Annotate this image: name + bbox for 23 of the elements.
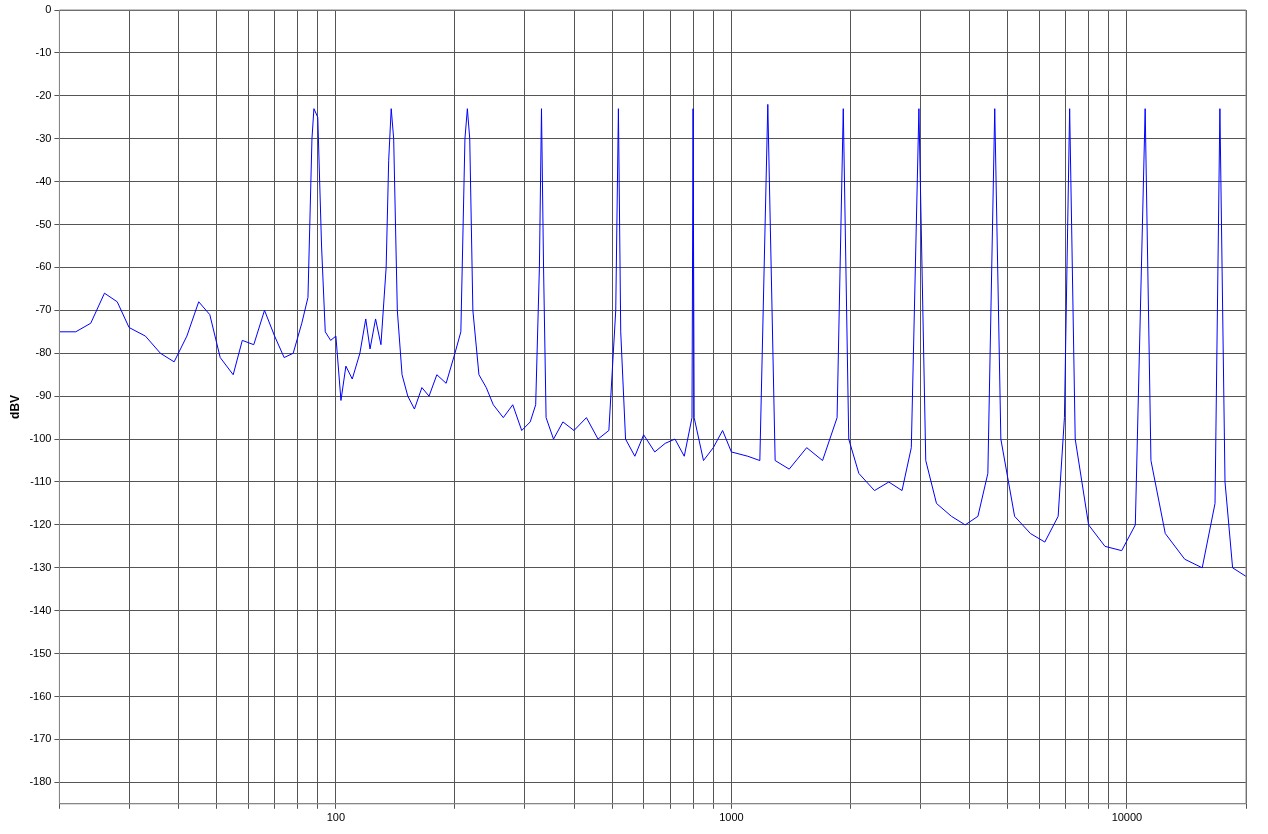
y-tick-label: 0 [45,3,52,16]
y-tick-label: -10 [35,45,52,58]
y-tick-label: -160 [29,689,52,702]
y-tick-label: -100 [29,432,52,445]
y-tick-label: -180 [29,775,52,788]
y-axis-title: dBV [7,394,22,419]
y-tick-label: -60 [35,260,52,273]
y-tick-label: -110 [30,475,52,488]
y-tick-label: -20 [35,88,52,101]
x-tick-label: 100 [326,811,346,824]
y-tick-label: -70 [35,303,52,316]
y-tick-label: -150 [29,646,52,659]
x-tick-label: 1000 [719,811,744,824]
y-tick-label: -130 [29,560,52,573]
y-tick-label: -80 [35,346,52,359]
y-tick-label: -30 [35,131,52,144]
y-tick-label: -120 [29,517,52,530]
y-tick-label: -90 [35,389,52,402]
y-tick-label: -40 [35,174,52,187]
y-tick-label: -50 [35,217,52,230]
y-tick-label: -170 [29,732,52,745]
y-tick-label: -140 [29,603,52,616]
x-tick-label: 10000 [1111,811,1143,824]
